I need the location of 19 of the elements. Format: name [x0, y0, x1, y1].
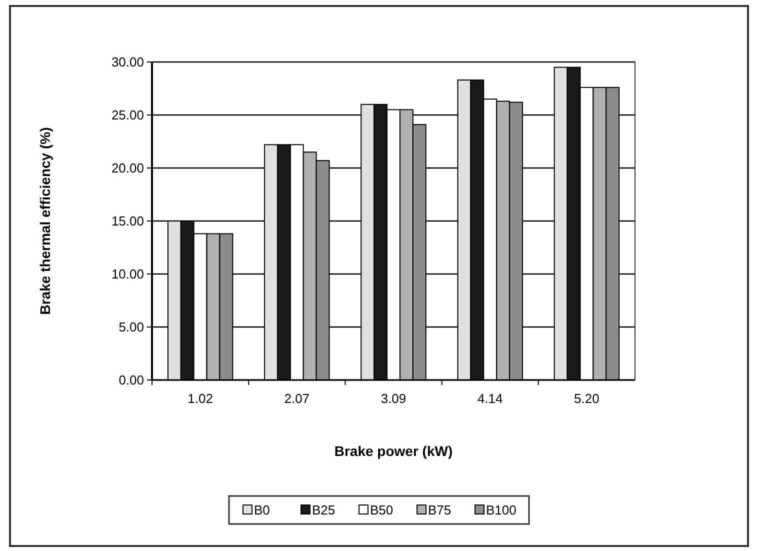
- x-tick-label: 4.14: [477, 391, 503, 406]
- y-tick-label: 15.00: [111, 214, 144, 229]
- legend-label: B75: [428, 502, 452, 518]
- x-tick-label: 5.20: [574, 391, 600, 406]
- y-tick-label: 30.00: [111, 54, 144, 70]
- x-tick-label: 3.09: [380, 391, 406, 406]
- y-tick-label: 0.00: [118, 372, 144, 388]
- x-tick-label: 1.02: [188, 391, 213, 406]
- x-axis-title: Brake power (kW): [334, 443, 453, 459]
- x-tick-label: 2.07: [284, 391, 310, 406]
- y-tick-label: 5.00: [118, 320, 144, 335]
- y-tick-label: 25.00: [111, 108, 144, 123]
- legend-label: B50: [370, 502, 394, 518]
- legend-label: B100: [486, 502, 516, 518]
- legend-label: B25: [312, 502, 336, 518]
- y-axis-title: Brake thermal efficiency (%): [37, 127, 53, 315]
- y-tick-label: 20.00: [111, 160, 144, 176]
- legend-label: B0: [254, 502, 270, 518]
- y-tick-label: 10.00: [111, 266, 144, 282]
